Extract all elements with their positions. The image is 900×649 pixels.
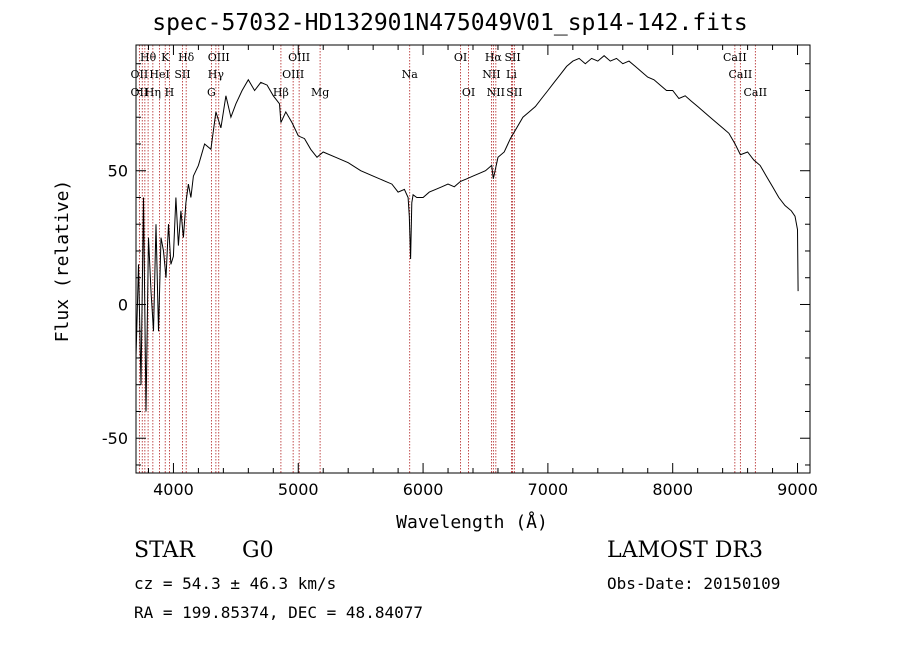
- line-label: Hβ: [273, 86, 289, 99]
- plot-frame: [135, 44, 811, 474]
- y-tick-label: -50: [102, 429, 128, 448]
- object-class: STAR: [134, 538, 195, 563]
- line-label: Hδ: [178, 51, 195, 64]
- line-label: OI: [454, 51, 467, 64]
- line-markers: [138, 45, 756, 473]
- spectrum-line: [135, 55, 799, 412]
- line-label: NII: [482, 68, 500, 81]
- survey-name: LAMOST DR3: [607, 538, 763, 563]
- line-label: CaII: [729, 68, 753, 81]
- line-label: Hα: [485, 51, 503, 64]
- line-label: Li: [506, 68, 517, 81]
- line-label: OI: [462, 86, 475, 99]
- line-label: H: [165, 86, 175, 99]
- x-axis-label: Wavelength (Å): [396, 511, 548, 533]
- line-label: OIII: [282, 68, 304, 81]
- line-label: Hθ: [140, 51, 157, 64]
- redshift-cz: cz = 54.3 ± 46.3 km/s: [134, 574, 337, 593]
- line-label: CaII: [743, 86, 767, 99]
- obs-date: Obs-Date: 20150109: [607, 574, 781, 593]
- object-subclass: G0: [242, 538, 274, 563]
- line-label: Na: [402, 68, 419, 81]
- y-tick-label: 50: [108, 162, 128, 181]
- line-label: CaII: [723, 51, 747, 64]
- line-label: OII: [131, 68, 149, 81]
- x-tick-label: 7000: [528, 480, 569, 499]
- y-axis-ticks: -50 0 50: [102, 63, 810, 466]
- line-label: NII: [487, 86, 505, 99]
- x-tick-label: 4000: [153, 480, 194, 499]
- line-label: Hγ: [208, 68, 225, 81]
- line-label: OIII: [208, 51, 230, 64]
- line-label: SII: [174, 68, 190, 81]
- line-label: K: [161, 51, 170, 64]
- x-tick-label: 5000: [278, 480, 319, 499]
- chart-title: spec-57032-HD132901N475049V01_sp14-142.f…: [152, 10, 748, 36]
- x-tick-label: 9000: [777, 480, 818, 499]
- x-axis-ticks: 4000 5000 6000 7000 8000 9000: [147, 45, 818, 499]
- x-tick-label: 6000: [403, 480, 444, 499]
- line-label: OII: [131, 86, 149, 99]
- line-label: Mg: [311, 86, 329, 99]
- coordinates: RA = 199.85374, DEC = 48.84077: [134, 603, 423, 622]
- line-label: SII: [506, 86, 522, 99]
- line-label: G: [207, 86, 216, 99]
- y-tick-label: 0: [118, 295, 128, 314]
- line-label: OIII: [288, 51, 310, 64]
- x-tick-label: 8000: [652, 480, 693, 499]
- line-label: HeI: [149, 68, 169, 81]
- line-label: SII: [504, 51, 520, 64]
- y-axis-label: Flux (relative): [52, 180, 73, 343]
- line-label: Hη: [145, 86, 161, 99]
